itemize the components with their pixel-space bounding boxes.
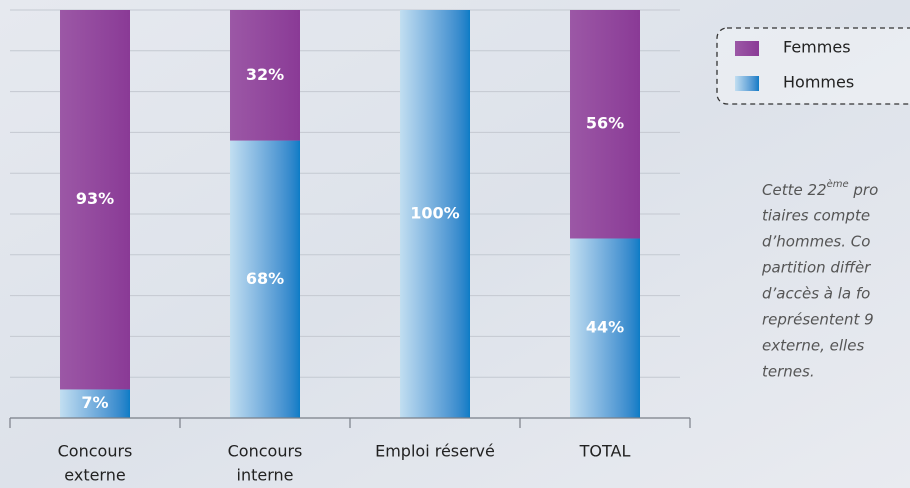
legend-box bbox=[716, 27, 910, 105]
data-label: 93% bbox=[76, 189, 114, 208]
legend-swatch bbox=[735, 76, 759, 91]
bar-segment bbox=[230, 140, 300, 418]
annotation-line: d’accès à la fo bbox=[762, 285, 870, 303]
bar-segment bbox=[400, 10, 470, 418]
legend-label: Hommes bbox=[783, 73, 854, 92]
data-label: 56% bbox=[586, 114, 624, 133]
x-tick-label: externe bbox=[64, 466, 125, 485]
annotation-line: représentent 9 bbox=[762, 311, 874, 329]
x-tick-label: interne bbox=[237, 466, 294, 485]
data-label: 32% bbox=[246, 65, 284, 84]
bar-segment bbox=[60, 389, 130, 418]
data-label: 7% bbox=[81, 393, 108, 412]
x-tick-label: Emploi réservé bbox=[375, 442, 495, 461]
annotation-part: pro bbox=[849, 181, 879, 199]
legend-label: Femmes bbox=[783, 38, 851, 57]
legend-swatch bbox=[735, 41, 759, 56]
bar-segment bbox=[570, 238, 640, 418]
bar-segment bbox=[570, 10, 640, 239]
x-tick-label: Concours bbox=[228, 442, 303, 461]
bar-segment bbox=[60, 10, 130, 390]
data-label: 100% bbox=[410, 204, 459, 223]
annotation-line: tiaires compte bbox=[762, 207, 870, 225]
x-tick-label: TOTAL bbox=[579, 442, 631, 461]
annotation-line: externe, elles bbox=[762, 337, 864, 355]
annotation-line: partition diffèr bbox=[761, 259, 871, 277]
bar-segment bbox=[230, 10, 300, 141]
annotation-line: d’hommes. Co bbox=[762, 233, 870, 251]
annotation-part: ème bbox=[827, 178, 849, 190]
annotation-line: ternes. bbox=[762, 363, 815, 381]
annotation-text: Cette 22ème pro bbox=[762, 178, 878, 199]
annotation-part: Cette 22 bbox=[762, 181, 827, 199]
data-label: 68% bbox=[246, 269, 284, 288]
data-label: 44% bbox=[586, 318, 624, 337]
x-tick-label: Concours bbox=[58, 442, 133, 461]
